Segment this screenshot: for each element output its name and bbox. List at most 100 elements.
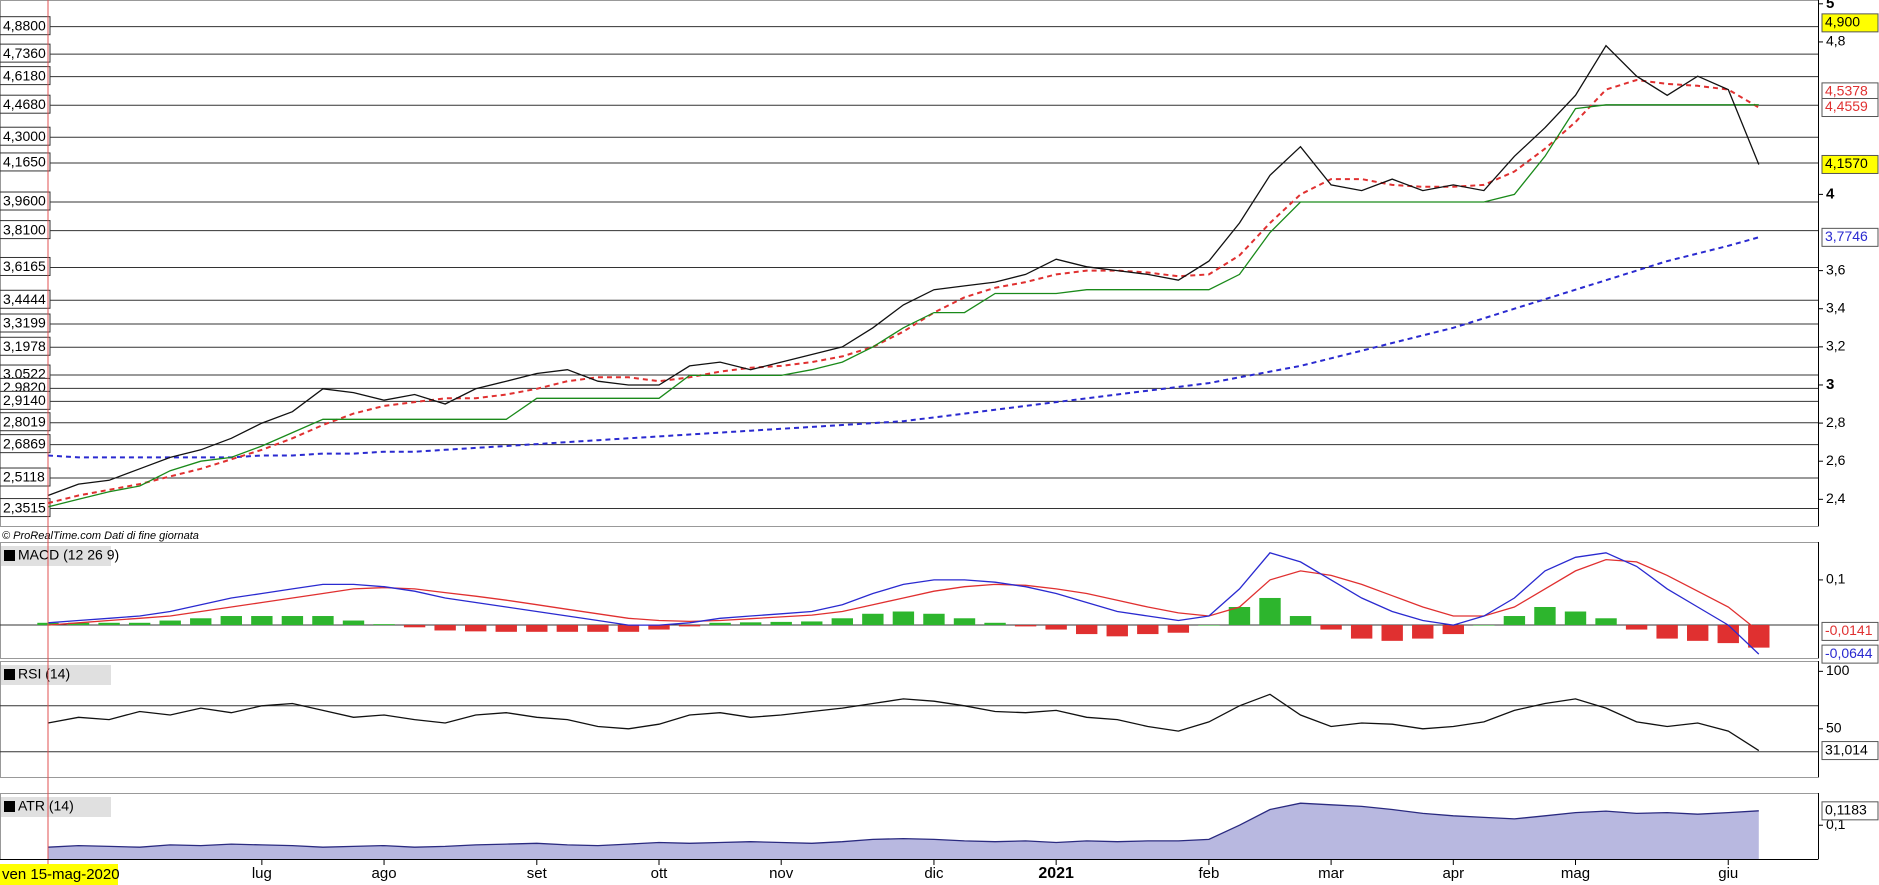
- level-label: 4,4680: [3, 96, 46, 112]
- price-tag: [1821, 801, 1879, 821]
- dashed-line: [47, 236, 1760, 459]
- panel-title: ATR (14): [18, 798, 74, 814]
- histogram-bar: [1198, 625, 1220, 626]
- histogram-bar: [190, 618, 212, 626]
- x-tick-label: mag: [1561, 865, 1590, 882]
- histogram-bar: [801, 621, 823, 626]
- panel-frame: [0, 661, 1819, 778]
- level-label-box: [0, 43, 51, 63]
- y-tick-label: 3: [1826, 376, 1834, 393]
- price-tag: [1821, 227, 1879, 247]
- series-line: [47, 44, 1760, 497]
- x-tick-label: 2021: [1038, 865, 1074, 882]
- x-tick-label: feb: [1198, 865, 1219, 882]
- histogram-bar: [1320, 625, 1342, 630]
- level-label: 2,3515: [3, 499, 46, 515]
- price-tag: [1821, 644, 1879, 664]
- y-tick-label: 100: [1826, 662, 1850, 678]
- price-tag-label: -0,0644: [1825, 645, 1873, 661]
- level-label-box: [0, 220, 51, 240]
- histogram-bar: [831, 618, 853, 626]
- panel-icon: [4, 669, 15, 680]
- histogram-bar: [1748, 625, 1770, 648]
- panel-frame: [0, 0, 1819, 527]
- price-tag: [1821, 98, 1879, 118]
- panel-icon: [4, 550, 15, 561]
- level-label-box: [0, 191, 51, 211]
- histogram-bar: [556, 625, 579, 632]
- level-label: 4,8800: [3, 17, 46, 33]
- y-tick-label: 4,8: [1826, 33, 1846, 49]
- x-tick-label: giu: [1718, 865, 1738, 882]
- histogram-bar: [1503, 616, 1526, 626]
- histogram-bar: [495, 625, 517, 632]
- level-label: 3,9600: [3, 193, 46, 209]
- histogram-bar: [1595, 618, 1617, 626]
- histogram-bar: [1106, 625, 1128, 637]
- histogram-bar: [923, 613, 945, 626]
- histogram-bar: [1137, 625, 1159, 635]
- x-tick-label: ott: [651, 865, 669, 882]
- price-tag-label: 4,900: [1825, 14, 1860, 30]
- series-line: [47, 693, 1760, 752]
- level-label-box: [0, 434, 51, 454]
- panel-title: RSI (14): [18, 666, 70, 682]
- histogram-bar: [98, 622, 120, 626]
- histogram-bar: [1076, 625, 1098, 635]
- y-tick-label: 5: [1826, 0, 1834, 12]
- histogram-bar: [128, 622, 151, 626]
- price-tag-label: -0,0141: [1825, 622, 1873, 638]
- level-label-box: [0, 390, 51, 410]
- histogram-bar: [1473, 625, 1495, 626]
- histogram-bar: [984, 622, 1006, 626]
- level-label: 4,6180: [3, 67, 46, 83]
- level-label: 3,0522: [3, 366, 46, 382]
- level-label-box: [0, 94, 51, 114]
- histogram-bar: [159, 620, 181, 626]
- level-label-box: [0, 66, 51, 86]
- price-tag-label: 4,5378: [1825, 83, 1868, 99]
- histogram-bar: [1656, 625, 1678, 639]
- histogram-bar: [1045, 625, 1067, 630]
- level-label: 4,1650: [3, 154, 46, 170]
- area-fill: [48, 803, 1759, 859]
- histogram-bar: [678, 625, 701, 627]
- histogram-bar: [526, 625, 548, 632]
- price-tag-label: 4,1570: [1825, 155, 1868, 171]
- price-tag: [1821, 13, 1879, 33]
- price-tag-label: 31,014: [1825, 741, 1868, 757]
- histogram-bar: [312, 616, 334, 626]
- level-label-box: [0, 412, 51, 432]
- panel-header: [1, 665, 111, 685]
- y-tick-label: 0,1: [1826, 571, 1846, 587]
- panel-header: [1, 546, 111, 566]
- date-label: ven 15-mag-2020: [2, 866, 120, 883]
- price-tag-label: 4,4559: [1825, 98, 1868, 114]
- x-tick-label: nov: [769, 865, 794, 882]
- histogram-bar: [1442, 625, 1464, 635]
- histogram-bar: [465, 625, 487, 632]
- histogram-bar: [1625, 625, 1648, 630]
- level-label-box: [0, 313, 51, 333]
- level-label-box: [0, 467, 51, 487]
- price-tag: [1821, 741, 1879, 761]
- level-label: 2,5118: [3, 469, 45, 485]
- histogram-bar: [892, 611, 915, 626]
- histogram-bar: [1228, 606, 1251, 626]
- histogram-bar: [1289, 616, 1312, 626]
- level-label-box: [0, 16, 51, 36]
- series-line: [47, 558, 1760, 632]
- panel-title: MACD (12 26 9): [18, 547, 119, 563]
- price-tag-label: 3,7746: [1825, 228, 1868, 244]
- histogram-bar: [434, 625, 456, 631]
- level-label-box: [0, 256, 51, 276]
- level-label-box: [0, 289, 51, 309]
- level-label: 3,3199: [3, 315, 46, 331]
- x-tick-label: lug: [252, 865, 272, 882]
- histogram-bar: [1717, 625, 1739, 644]
- series-line: [47, 104, 1759, 508]
- level-label-box: [0, 126, 51, 146]
- level-label: 3,4444: [3, 291, 46, 307]
- y-tick-label: 2,4: [1826, 490, 1846, 506]
